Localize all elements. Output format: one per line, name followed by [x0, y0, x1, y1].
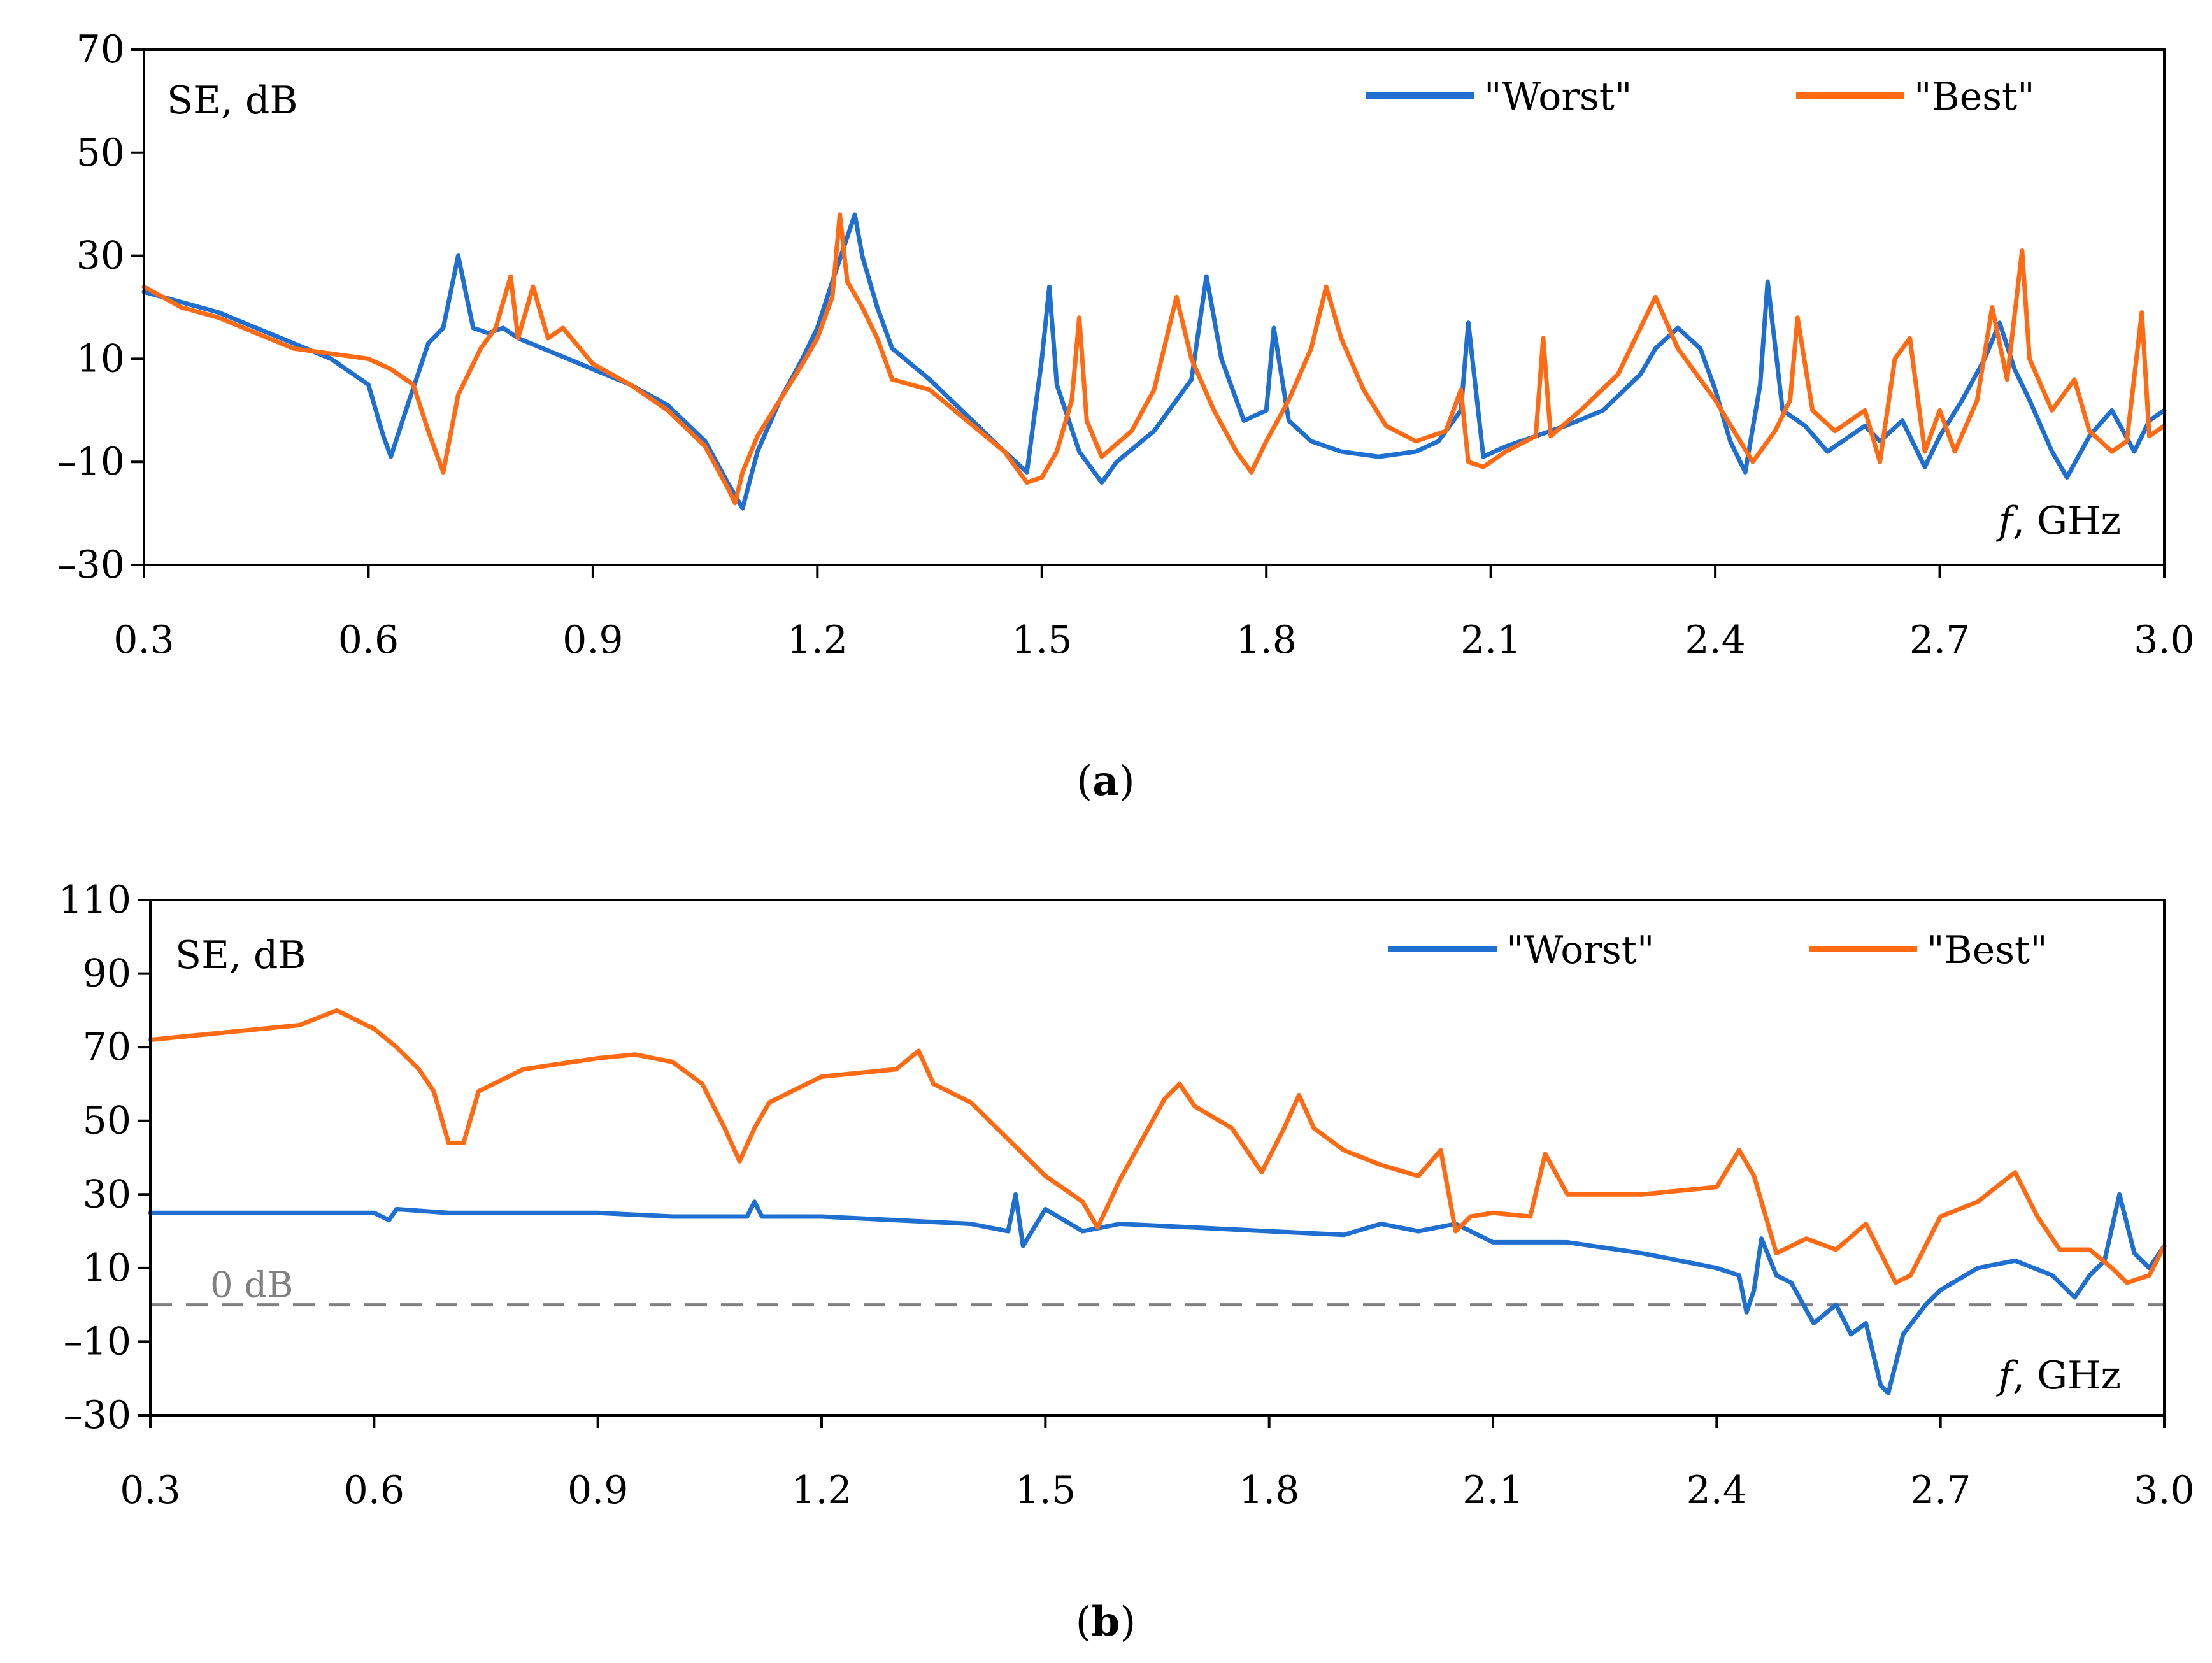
x-tick-label: 2.1: [1462, 1468, 1523, 1513]
y-tick-label: –10: [57, 439, 125, 484]
y-tick-label: –30: [64, 1393, 131, 1438]
caption-b: (b): [1076, 1598, 1136, 1646]
x-tick-label: 0.3: [113, 618, 174, 662]
x-tick-label: 1.8: [1236, 618, 1297, 662]
series-line-worst: [148, 1192, 2167, 1395]
y-tick-label: 30: [76, 234, 125, 278]
x-tick-label: 0.3: [120, 1468, 180, 1513]
y-tick-label: 50: [83, 1099, 131, 1143]
y-axis-label: SE, dB: [175, 933, 306, 978]
y-tick-label: 70: [83, 1025, 131, 1069]
x-tick-label: 1.8: [1239, 1468, 1299, 1513]
y-tick-label: 10: [83, 1246, 131, 1290]
y-tick-label: 110: [58, 878, 131, 922]
x-tick-label: 2.4: [1685, 618, 1745, 662]
y-tick-label: –30: [57, 543, 125, 587]
y-tick-label: 10: [76, 336, 125, 381]
series-lines-b: [148, 1008, 2167, 1395]
x-tick-label: 1.5: [1015, 1468, 1076, 1513]
caption-a: (a): [1076, 757, 1134, 805]
y-tick-label: 90: [83, 952, 131, 996]
legend-label-worst: "Worst": [1506, 928, 1655, 973]
tick-labels-a: 0.3 0.6 0.9 1.2 1.5 1.8 2.1 2.4 2.7 3.0 70 50 30 10 –1…: [57, 27, 2195, 662]
y-tick-label: 30: [83, 1172, 131, 1217]
axis-ticks-b: [138, 899, 2166, 1428]
x-tick-label: 1.2: [787, 618, 848, 662]
x-tick-label: 0.6: [338, 618, 399, 662]
x-tick-label: 0.6: [344, 1468, 404, 1513]
legend-label-best: "Best": [1914, 75, 2035, 119]
x-tick-label: 2.7: [1909, 618, 1970, 662]
y-tick-label: 50: [76, 131, 125, 175]
legend-label-best: "Best": [1927, 928, 2048, 973]
series-line-best: [141, 212, 2167, 506]
x-tick-label: 3.0: [2134, 1468, 2194, 1513]
series-line-best: [148, 1008, 2167, 1285]
y-axis-label: SE, dB: [167, 78, 298, 123]
x-tick-label: 2.1: [1460, 618, 1521, 662]
plot-frame-a: [143, 48, 2166, 566]
axis-ticks-a: [131, 48, 2166, 578]
legend: "Worst" "Best": [1388, 928, 2048, 973]
x-tick-label: 1.2: [791, 1468, 852, 1513]
reference-line-label: 0 dB: [210, 1265, 293, 1306]
x-tick-label: 2.4: [1687, 1468, 1747, 1513]
x-tick-label: 0.9: [567, 1468, 628, 1513]
x-axis-label: f, GHz: [1996, 499, 2121, 543]
x-tick-label: 2.7: [1910, 1468, 1971, 1513]
y-tick-label: 70: [76, 27, 125, 72]
x-tick-label: 3.0: [2134, 618, 2194, 662]
x-tick-label: 1.5: [1011, 618, 1072, 662]
legend-label-worst: "Worst": [1484, 75, 1632, 119]
y-tick-label: –10: [64, 1319, 131, 1364]
series-lines-a: [141, 212, 2167, 511]
chart-panel-b: 0 dB 0.3 0.6 0.9 1.2 1.5 1.8 2.1 2.4 2.7 3.0 110 90…: [58, 878, 2194, 1646]
tick-labels-b: 0.3 0.6 0.9 1.2 1.5 1.8 2.1 2.4 2.7 3.0 110 90 70 50 3…: [58, 878, 2194, 1513]
x-tick-label: 0.9: [562, 618, 623, 662]
series-line-worst: [141, 212, 2167, 511]
chart-panel-a: 0.3 0.6 0.9 1.2 1.5 1.8 2.1 2.4 2.7 3.0 70 50 30 10 –1…: [57, 27, 2195, 805]
legend: "Worst" "Best": [1366, 75, 2035, 119]
plot-frame-b: [149, 899, 2166, 1417]
x-axis-label: f, GHz: [1996, 1353, 2121, 1398]
